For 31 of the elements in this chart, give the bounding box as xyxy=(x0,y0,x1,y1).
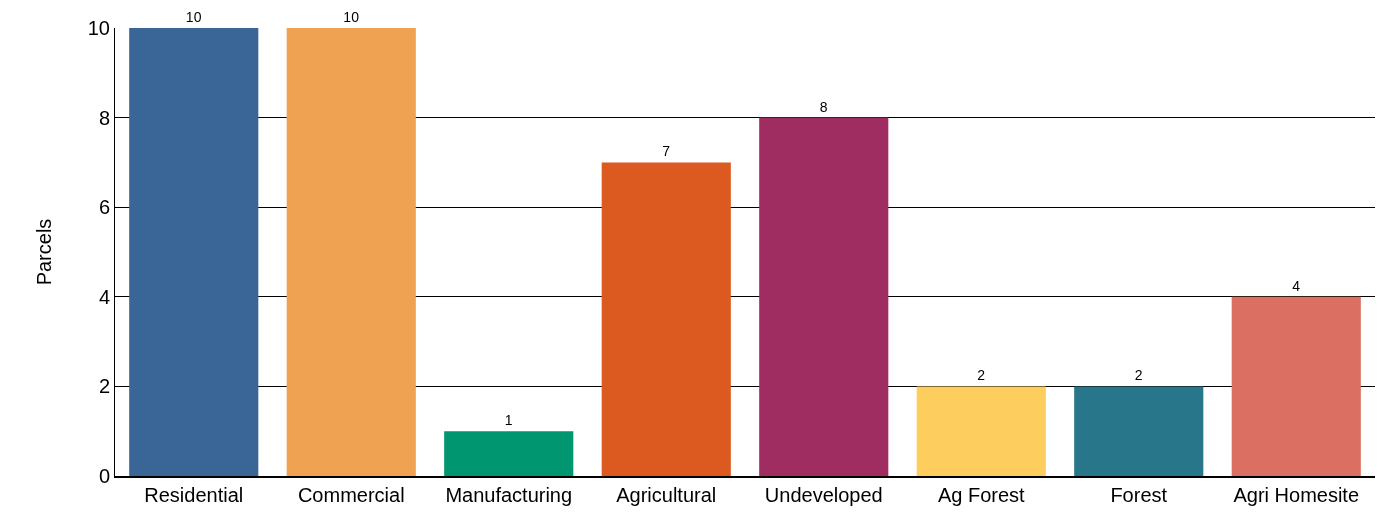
data-label: 2 xyxy=(977,367,986,384)
data-label: 8 xyxy=(819,98,828,115)
bar xyxy=(916,386,1046,476)
x-tick-label: Commercial xyxy=(297,483,405,506)
data-label: 7 xyxy=(662,143,671,160)
bar xyxy=(1231,296,1361,476)
y-axis-title: Parcels xyxy=(33,218,56,286)
y-tick-label: 0 xyxy=(98,465,110,487)
x-tick-label: Ag Forest xyxy=(937,483,1026,506)
y-tick-label: 6 xyxy=(98,196,110,219)
bar xyxy=(601,162,731,476)
bar xyxy=(759,117,889,476)
x-tick-label: Agricultural xyxy=(616,483,717,506)
x-tick-label: Manufacturing xyxy=(445,483,573,506)
data-label: 1 xyxy=(504,412,513,429)
x-tick-label: Agri Homesite xyxy=(1233,483,1360,506)
data-label: 10 xyxy=(185,9,202,25)
bar xyxy=(1074,386,1204,476)
x-tick-label: Residential xyxy=(144,483,244,506)
bar xyxy=(286,28,416,476)
y-tick-label: 4 xyxy=(98,285,110,308)
bar xyxy=(444,431,574,476)
data-label: 10 xyxy=(343,9,360,25)
y-tick-label: 2 xyxy=(98,375,110,398)
data-label: 2 xyxy=(1134,367,1143,384)
y-tick-label: 10 xyxy=(87,17,110,39)
y-tick-label: 8 xyxy=(98,106,110,129)
bar xyxy=(129,28,259,476)
data-label: 4 xyxy=(1292,277,1301,294)
x-tick-label: Forest xyxy=(1110,483,1168,506)
x-tick-label: Undeveloped xyxy=(764,483,883,506)
